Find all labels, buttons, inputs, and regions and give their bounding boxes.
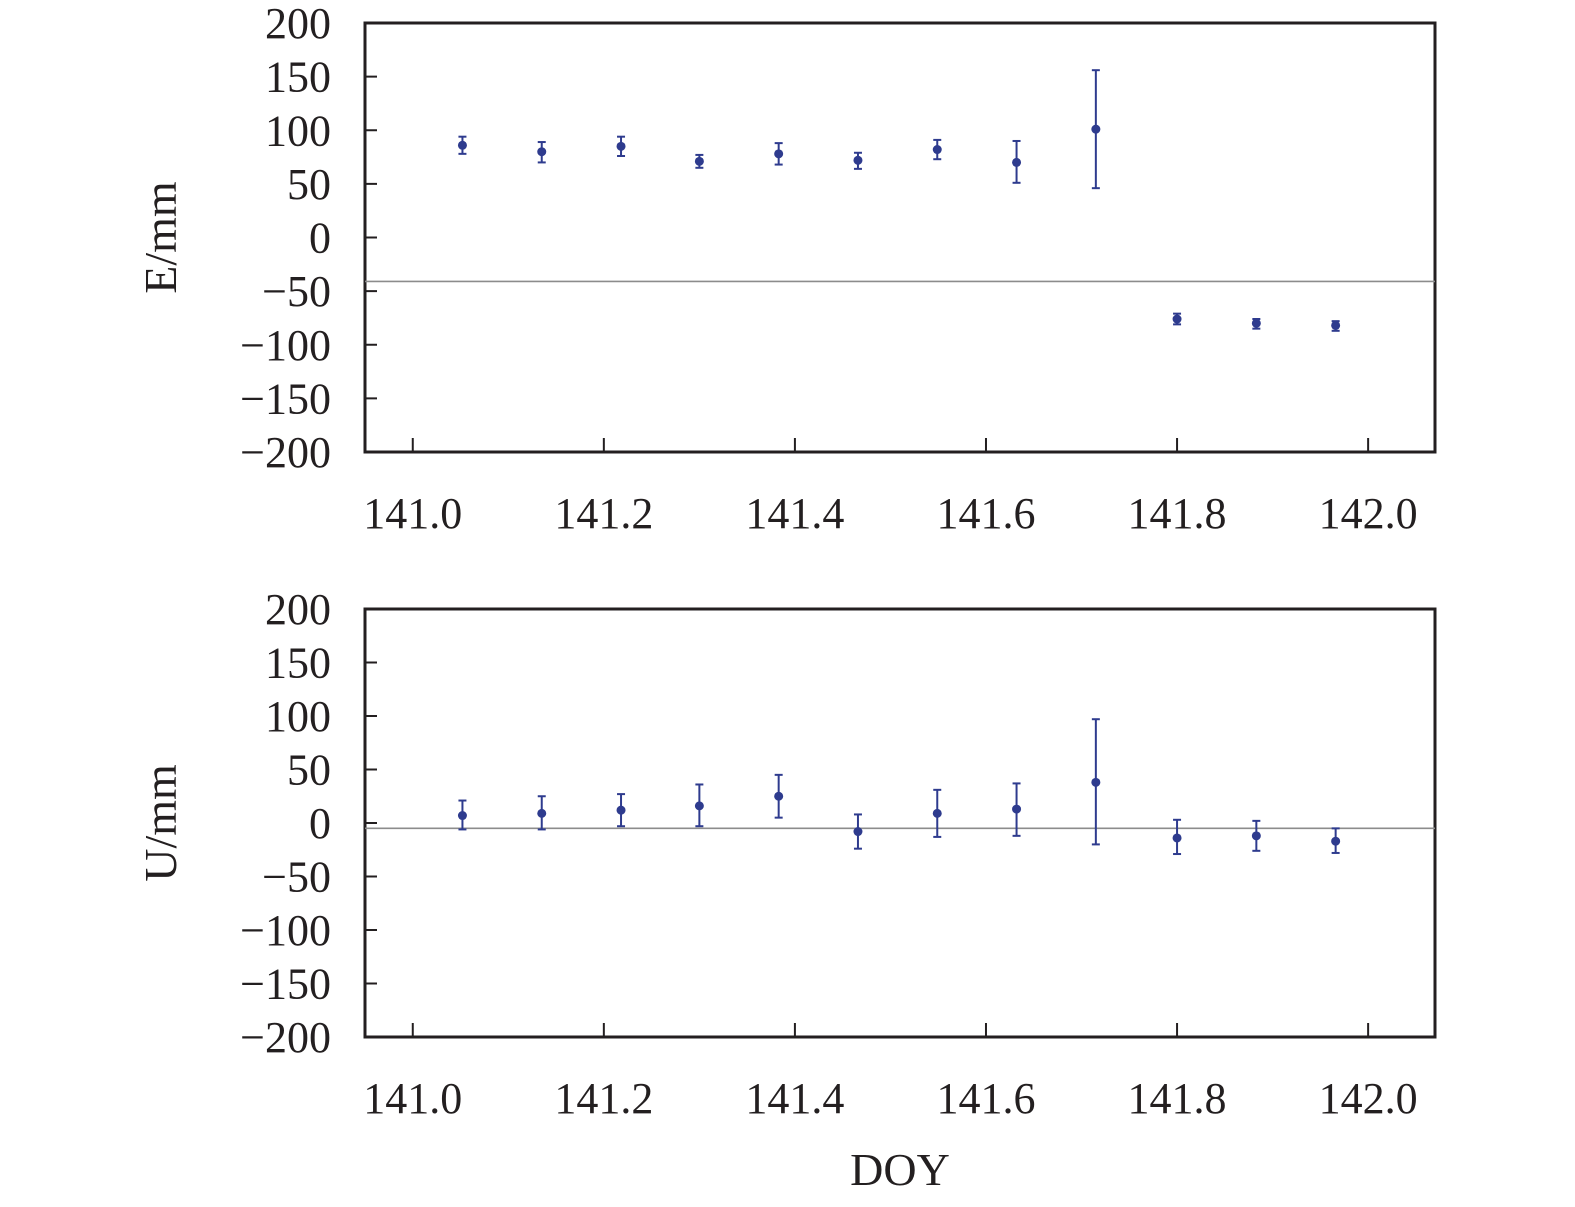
x-tick-label: 141.8 xyxy=(1128,489,1227,538)
y-tick-label: 100 xyxy=(265,692,331,741)
data-point xyxy=(1251,318,1261,328)
data-point xyxy=(932,145,942,155)
data-point xyxy=(694,156,704,166)
data-point xyxy=(853,827,863,837)
data-point xyxy=(694,801,704,811)
y-tick-label: 0 xyxy=(309,214,331,263)
data-point xyxy=(774,149,784,159)
data-point xyxy=(1172,314,1182,324)
x-tick-label: 141.6 xyxy=(936,1074,1035,1123)
data-point xyxy=(457,140,467,150)
y-tick-label: 0 xyxy=(309,799,331,848)
data-point xyxy=(774,791,784,801)
data-point xyxy=(1012,157,1022,167)
data-point xyxy=(537,147,547,157)
plot-frame xyxy=(363,607,1437,1039)
y-tick-label: −100 xyxy=(240,906,331,955)
y-tick-label: −100 xyxy=(240,321,331,370)
data-point xyxy=(1331,836,1341,846)
x-tick-label: 141.0 xyxy=(363,1074,462,1123)
y-tick-label: −150 xyxy=(240,960,331,1009)
data-point xyxy=(616,805,626,815)
y-tick-label: 50 xyxy=(287,160,331,209)
x-tick-label: 142.0 xyxy=(1319,1074,1418,1123)
y-tick-label: 200 xyxy=(265,585,331,634)
y-tick-label: 150 xyxy=(265,639,331,688)
y-axis-label: E/mm xyxy=(135,181,186,294)
data-point xyxy=(1251,831,1261,841)
data-point xyxy=(616,141,626,151)
y-tick-label: 200 xyxy=(265,0,331,48)
x-tick-label: 141.6 xyxy=(936,489,1035,538)
x-tick-label: 141.8 xyxy=(1128,1074,1227,1123)
y-tick-label: −200 xyxy=(240,428,331,477)
x-tick-label: 141.4 xyxy=(745,489,844,538)
data-point xyxy=(457,811,467,821)
x-tick-label: 142.0 xyxy=(1319,489,1418,538)
x-axis-label: DOY xyxy=(850,1144,950,1195)
plot-frame xyxy=(363,21,1437,454)
data-point xyxy=(1331,320,1341,330)
y-tick-label: −50 xyxy=(262,267,331,316)
x-tick-label: 141.0 xyxy=(363,489,462,538)
y-axis-label: U/mm xyxy=(135,764,186,882)
x-tick-label: 141.2 xyxy=(554,1074,653,1123)
x-tick-label: 141.4 xyxy=(745,1074,844,1123)
y-tick-label: 50 xyxy=(287,746,331,795)
data-point xyxy=(1012,804,1022,814)
data-point xyxy=(932,808,942,818)
y-tick-label: −50 xyxy=(262,853,331,902)
y-tick-label: −200 xyxy=(240,1013,331,1062)
x-tick-label: 141.2 xyxy=(554,489,653,538)
y-tick-label: 100 xyxy=(265,106,331,155)
data-point xyxy=(853,155,863,165)
data-point xyxy=(1091,777,1101,787)
y-tick-label: 150 xyxy=(265,53,331,102)
y-tick-label: −150 xyxy=(240,374,331,423)
data-point xyxy=(1091,124,1101,134)
data-point xyxy=(537,808,547,818)
data-point xyxy=(1172,833,1182,843)
